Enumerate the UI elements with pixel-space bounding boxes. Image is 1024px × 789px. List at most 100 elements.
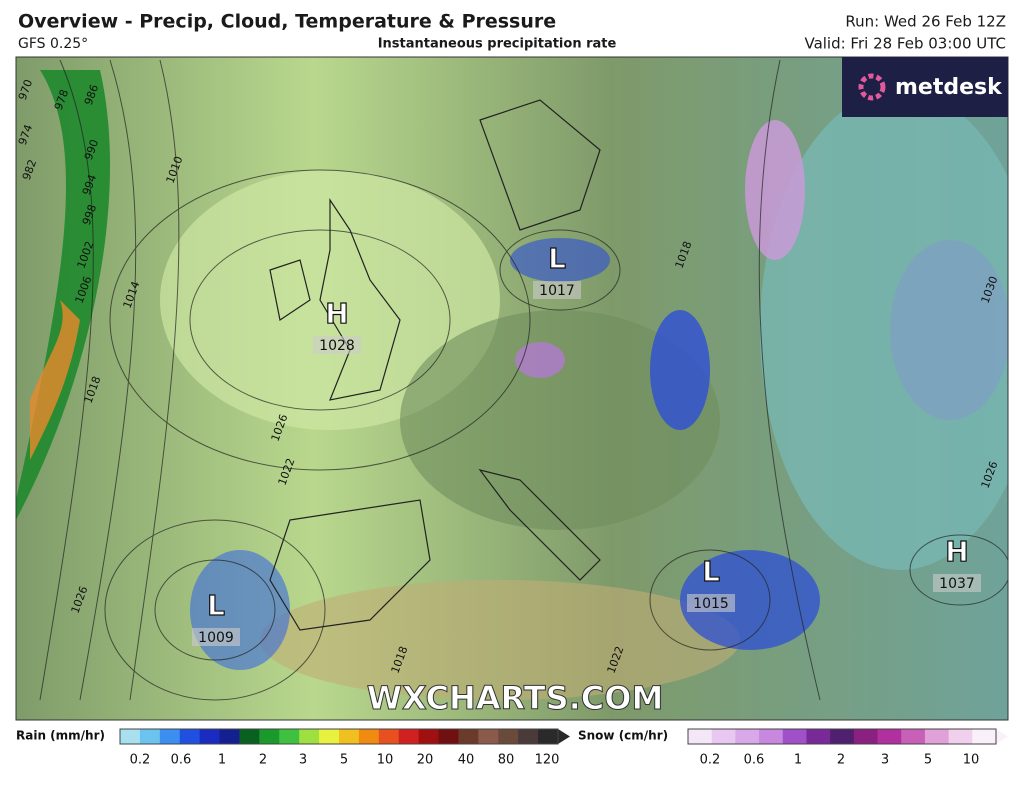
center-type: L — [702, 555, 720, 588]
snow-scale — [806, 729, 831, 744]
legend-tick-label: 1 — [218, 753, 226, 768]
snow-scale — [830, 729, 855, 744]
legend-tick-label: 10 — [963, 753, 980, 768]
rain-scale — [378, 729, 400, 744]
rain-scale — [159, 729, 181, 744]
cold-area — [760, 90, 1008, 570]
rain-scale — [199, 729, 221, 744]
high-cloud-free — [160, 170, 500, 430]
rain-scale — [418, 729, 440, 744]
rain-scale — [398, 729, 420, 744]
isobars — [39, 59, 1008, 701]
watermark: WXCHARTS.COM — [367, 679, 664, 717]
rain-scale — [299, 729, 320, 744]
snow-scale — [901, 729, 926, 744]
legend-tick-label: 10 — [377, 753, 394, 768]
legend-tick-label: 5 — [924, 753, 932, 768]
snow-area — [515, 342, 565, 378]
rain-scale — [219, 729, 240, 744]
rain-scale — [438, 729, 459, 744]
center-value-bg — [933, 574, 981, 592]
center-type: L — [207, 589, 225, 622]
rain-scale — [339, 729, 360, 744]
rain-scale — [458, 729, 479, 744]
rain-band — [680, 550, 820, 650]
snow-legend-label: Snow (cm/hr) — [578, 729, 668, 743]
logo-text: metdesk — [895, 75, 1003, 100]
center-value: 1009 — [198, 630, 234, 646]
center-value: 1017 — [539, 283, 575, 299]
snow-scale — [735, 729, 760, 744]
rain-scale — [518, 729, 539, 744]
rain-scale — [259, 729, 280, 744]
snow-scale — [782, 729, 807, 744]
pressure-centers: H 1028 L 1017 L 1009 L 1015 H 1037 — [192, 241, 981, 646]
snow-scale-arrow — [996, 729, 1008, 744]
center-type: H — [325, 297, 348, 330]
legend-tick-label: 1 — [794, 753, 802, 768]
map-frame — [15, 56, 1009, 721]
center-type: L — [548, 242, 566, 275]
snow-scale — [877, 729, 902, 744]
rain-scale — [319, 729, 340, 744]
snow-scale — [688, 729, 713, 744]
snow-scale — [853, 729, 879, 744]
rain-scale — [120, 729, 141, 744]
legend-tick-label: 3 — [881, 753, 889, 768]
rain-scale — [538, 729, 559, 744]
center-value-bg — [687, 594, 735, 612]
run-time: Run: Wed 26 Feb 12Z — [845, 13, 1006, 31]
center-value-bg — [192, 628, 240, 646]
legend-tick-label: 0.2 — [130, 753, 151, 768]
heavy-rain — [30, 300, 80, 460]
snow-area — [745, 120, 805, 260]
logo-icon — [858, 73, 886, 101]
legend-tick-label: 20 — [417, 753, 434, 768]
legend-tick-label: 0.6 — [744, 753, 765, 768]
title: Overview - Precip, Cloud, Temperature & … — [18, 11, 556, 33]
snow-scale — [759, 729, 784, 744]
legend-tick-label: 40 — [458, 753, 475, 768]
rain-scale — [498, 729, 519, 744]
map-area — [16, 57, 1008, 720]
snow-scale — [972, 729, 997, 744]
center-type: H — [945, 535, 968, 568]
subtitle: Instantaneous precipitation rate — [378, 37, 617, 52]
coastlines — [269, 99, 601, 631]
rain-band — [510, 238, 610, 282]
model: GFS 0.25° — [18, 36, 88, 52]
rain-scale-arrow — [558, 729, 570, 744]
logo-box — [842, 57, 1008, 117]
cold-core — [890, 240, 1008, 420]
legend-tick-label: 120 — [535, 753, 560, 768]
rain-scale — [179, 729, 201, 744]
rain-scale — [478, 729, 499, 744]
legend-tick-label: 0.2 — [700, 753, 721, 768]
rain-scale — [139, 729, 161, 744]
legend-tick-label: 3 — [299, 753, 307, 768]
legend-tick-label: 0.6 — [171, 753, 192, 768]
legend-tick-label: 2 — [259, 753, 267, 768]
rain-legend-label: Rain (mm/hr) — [16, 729, 105, 743]
center-value-bg — [533, 281, 581, 299]
center-value: 1037 — [939, 576, 975, 592]
snow-scale — [711, 729, 736, 744]
center-value: 1015 — [693, 596, 729, 612]
center-value-bg — [313, 336, 361, 354]
rain-scale — [358, 729, 380, 744]
legend-tick-label: 5 — [340, 753, 348, 768]
center-value: 1028 — [319, 338, 355, 354]
snow-scale — [948, 729, 973, 744]
legend: 0.2 0.6 1 2 3 5 10 20 40 80 120 0.2 0.6 1 2 3 5 10 — [119, 728, 1008, 768]
rain-scale — [239, 729, 260, 744]
rain-band — [650, 310, 710, 430]
rain-scale-frame — [119, 728, 559, 745]
valid-time: Valid: Fri 28 Feb 03:00 UTC — [804, 35, 1006, 53]
legend-tick-label: 2 — [837, 753, 845, 768]
legend-tick-label: 80 — [498, 753, 515, 768]
land — [400, 310, 720, 530]
snow-scale-frame — [687, 728, 997, 745]
snow-scale — [924, 729, 950, 744]
